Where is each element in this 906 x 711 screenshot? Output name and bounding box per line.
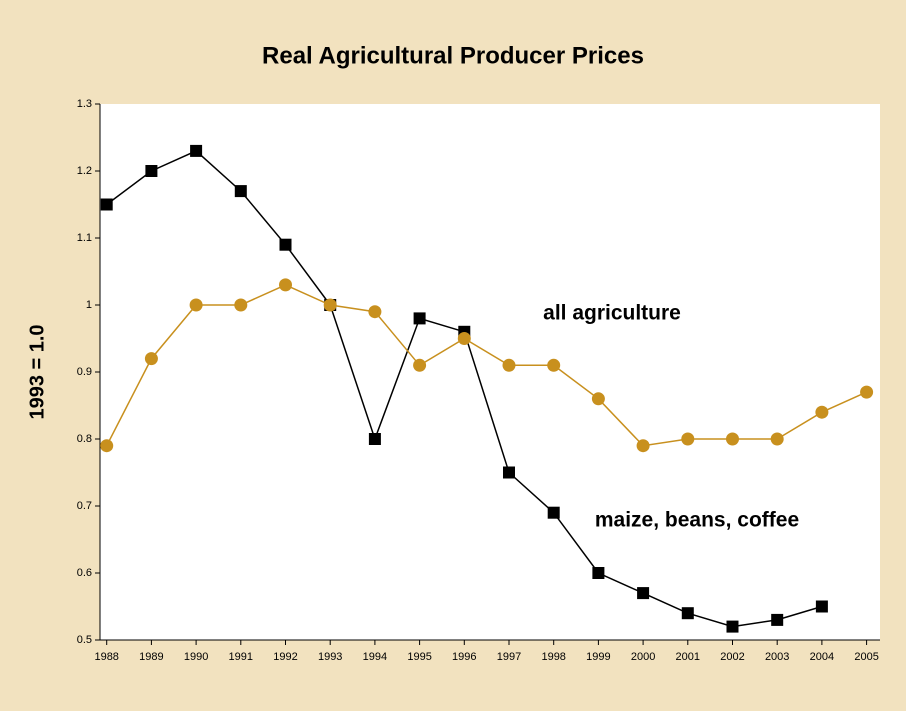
x-tick-label: 1994	[363, 651, 387, 663]
chart-title: Real Agricultural Producer Prices	[262, 42, 644, 69]
x-tick-label: 2003	[765, 651, 789, 663]
marker	[323, 298, 337, 312]
marker	[681, 607, 694, 620]
series-label: all agriculture	[543, 302, 681, 325]
marker	[457, 332, 471, 345]
marker	[592, 567, 605, 579]
marker	[637, 587, 650, 600]
x-tick-label: 1995	[407, 651, 431, 663]
marker	[502, 466, 515, 479]
marker	[591, 392, 605, 406]
marker	[860, 385, 874, 399]
x-tick-label: 1990	[184, 651, 208, 663]
marker	[771, 613, 784, 626]
x-tick-label: 2004	[810, 651, 834, 663]
plot-area	[100, 104, 880, 640]
marker	[144, 352, 158, 366]
marker	[681, 432, 695, 446]
x-tick-label: 1998	[541, 651, 565, 663]
y-tick-label: 0.6	[77, 567, 92, 579]
x-tick-label: 1992	[273, 651, 297, 663]
y-tick-label: 1.2	[77, 165, 92, 177]
marker	[726, 620, 739, 633]
x-tick-label: 1996	[452, 651, 476, 663]
marker	[279, 278, 293, 292]
series-label: maize, beans, coffee	[595, 509, 799, 532]
marker	[725, 432, 739, 446]
marker	[770, 432, 784, 446]
x-tick-label: 2005	[854, 651, 878, 663]
x-tick-label: 1993	[318, 651, 342, 663]
marker	[547, 506, 560, 519]
y-tick-label: 1.1	[77, 232, 92, 244]
marker	[502, 358, 516, 372]
y-tick-label: 0.7	[77, 500, 92, 512]
marker	[815, 405, 829, 419]
marker	[234, 298, 248, 312]
marker	[190, 144, 203, 157]
y-tick-label: 0.9	[77, 366, 92, 378]
marker	[189, 298, 203, 312]
x-tick-label: 2002	[720, 651, 744, 663]
marker	[815, 600, 828, 613]
y-tick-label: 1.3	[77, 98, 92, 110]
marker	[100, 198, 113, 211]
marker	[547, 358, 561, 372]
series-line	[106, 284, 867, 447]
marker	[100, 439, 114, 453]
marker	[413, 358, 427, 372]
marker	[636, 439, 650, 453]
x-tick-label: 2000	[631, 651, 655, 663]
marker	[279, 238, 292, 251]
marker	[145, 165, 158, 177]
marker	[413, 312, 426, 325]
y-tick-label: 0.8	[77, 433, 92, 445]
x-tick-label: 1989	[139, 651, 163, 663]
marker	[234, 185, 247, 198]
x-tick-label: 1988	[94, 651, 118, 663]
x-tick-label: 1991	[229, 651, 253, 663]
y-axis-label: 1993 = 1.0	[26, 324, 48, 419]
x-tick-label: 1999	[586, 651, 610, 663]
marker	[368, 305, 382, 319]
x-tick-label: 2001	[676, 651, 700, 663]
y-tick-label: 0.5	[77, 634, 92, 646]
y-tick-label: 1	[86, 299, 92, 311]
marker	[368, 433, 381, 445]
x-tick-label: 1997	[497, 651, 521, 663]
